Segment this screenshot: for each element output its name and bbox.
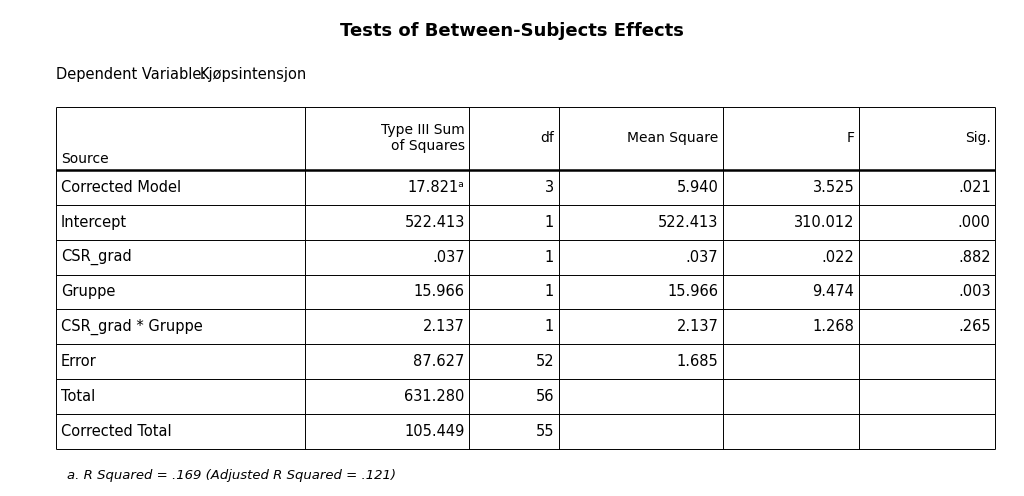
- Text: Intercept: Intercept: [61, 215, 127, 230]
- Text: .003: .003: [958, 285, 990, 300]
- Text: Tests of Between-Subjects Effects: Tests of Between-Subjects Effects: [340, 22, 684, 40]
- Text: 522.413: 522.413: [404, 215, 465, 230]
- Text: Type III Sum
of Squares: Type III Sum of Squares: [381, 123, 465, 153]
- Text: 2.137: 2.137: [677, 319, 718, 334]
- Text: Source: Source: [61, 152, 109, 166]
- Text: 9.474: 9.474: [813, 285, 854, 300]
- Text: Sig.: Sig.: [965, 131, 990, 145]
- Text: .882: .882: [958, 249, 990, 265]
- Text: Dependent Variable:: Dependent Variable:: [56, 67, 207, 82]
- Text: .000: .000: [957, 215, 990, 230]
- Text: 15.966: 15.966: [668, 285, 718, 300]
- Text: 1: 1: [545, 319, 554, 334]
- Text: Gruppe: Gruppe: [61, 285, 116, 300]
- Text: CSR_grad * Gruppe: CSR_grad * Gruppe: [61, 319, 203, 335]
- Text: 55: 55: [536, 424, 554, 439]
- Text: 56: 56: [536, 389, 554, 404]
- Text: .265: .265: [958, 319, 990, 334]
- Text: a. R Squared = .169 (Adjusted R Squared = .121): a. R Squared = .169 (Adjusted R Squared …: [67, 469, 395, 482]
- Text: 3.525: 3.525: [813, 180, 854, 195]
- Text: 1: 1: [545, 215, 554, 230]
- Text: CSR_grad: CSR_grad: [61, 249, 132, 265]
- Text: 1.268: 1.268: [813, 319, 854, 334]
- Text: Mean Square: Mean Square: [627, 131, 718, 145]
- Text: 522.413: 522.413: [658, 215, 718, 230]
- Text: 17.821ᵃ: 17.821ᵃ: [408, 180, 465, 195]
- Text: .037: .037: [686, 249, 718, 265]
- Text: Corrected Total: Corrected Total: [61, 424, 172, 439]
- Text: 105.449: 105.449: [404, 424, 465, 439]
- Text: .022: .022: [821, 249, 854, 265]
- Text: 1.685: 1.685: [677, 354, 718, 369]
- Text: 631.280: 631.280: [404, 389, 465, 404]
- Text: Total: Total: [61, 389, 95, 404]
- Text: 2.137: 2.137: [423, 319, 465, 334]
- Text: 1: 1: [545, 249, 554, 265]
- Text: df: df: [540, 131, 554, 145]
- Text: Kjøpsintensjon: Kjøpsintensjon: [200, 67, 307, 82]
- Text: F: F: [847, 131, 854, 145]
- Text: 5.940: 5.940: [677, 180, 718, 195]
- Text: 310.012: 310.012: [794, 215, 854, 230]
- Text: .021: .021: [957, 180, 990, 195]
- Text: Error: Error: [61, 354, 96, 369]
- Text: 87.627: 87.627: [414, 354, 465, 369]
- Text: 15.966: 15.966: [414, 285, 465, 300]
- Text: 52: 52: [536, 354, 554, 369]
- Text: 3: 3: [545, 180, 554, 195]
- Text: 1: 1: [545, 285, 554, 300]
- Text: Corrected Model: Corrected Model: [61, 180, 181, 195]
- Text: .037: .037: [432, 249, 465, 265]
